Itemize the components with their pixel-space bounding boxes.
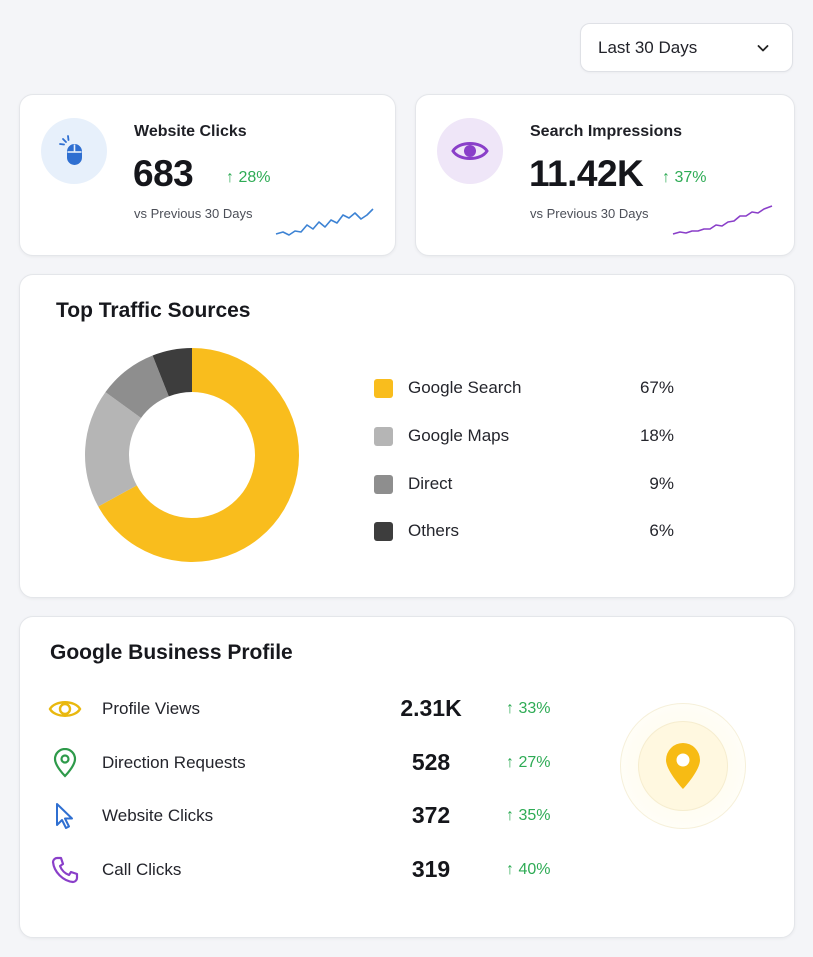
phone-icon [48,855,82,885]
metric-value: 2.31K [400,695,462,721]
metric-value: 319 [411,856,451,882]
eye-icon [437,118,503,184]
legend-swatch [374,474,393,494]
legend-label: Google Search [408,378,522,397]
legend-label: Google Maps [408,426,510,445]
legend-swatch [374,426,393,446]
profile-views-row: Profile Views 2.31K ↑ 33% [48,689,568,729]
legend-swatch [374,378,393,398]
kpi-label: Website Clicks [134,123,247,140]
business-profile-card: Google Business Profile Profile Views 2.… [19,616,795,938]
traffic-sources-card: Top Traffic Sources Google Search 67% Go… [19,274,795,598]
metric-label: Website Clicks [102,806,214,825]
kpi-change: ↑ 28% [226,169,271,186]
sparkline-search-impressions [672,205,773,235]
map-badge [620,703,746,829]
eye-icon [48,694,82,724]
direction-requests-row: Direction Requests 528 ↑ 27% [48,743,568,783]
traffic-donut-chart [85,348,300,562]
legend-item: Others 6% [374,518,674,544]
metric-change: ↑ 40% [506,861,551,878]
cursor-icon [48,801,82,831]
section-title: Google Business Profile [50,641,293,664]
kpi-value: 683 [133,153,194,194]
legend-swatch [374,521,393,541]
legend-percent: 9% [649,474,674,493]
kpi-comparison: vs Previous 30 Days [530,206,649,221]
website-clicks-row: Website Clicks 372 ↑ 35% [48,796,568,836]
kpi-comparison: vs Previous 30 Days [134,206,253,221]
legend-item: Direct 9% [374,471,674,497]
metric-label: Call Clicks [102,860,182,879]
donut-slice-direct [105,355,169,418]
legend-percent: 18% [639,426,674,445]
mouse-icon [41,118,107,184]
metric-label: Direction Requests [102,753,246,772]
legend-item: Google Search 67% [374,375,674,401]
date-range-value: Last 30 Days [598,37,698,57]
legend-label: Others [408,521,460,540]
donut-slice-others [152,348,192,397]
donut-slice-google-search [98,348,300,562]
metric-change: ↑ 33% [506,700,551,717]
kpi-label: Search Impressions [530,123,683,140]
legend-label: Direct [408,474,453,493]
kpi-value: 11.42K [529,153,644,194]
chevron-down-icon [757,44,769,51]
map-pin-icon [638,721,728,811]
metric-label: Profile Views [102,699,200,718]
legend-percent: 67% [639,378,674,397]
legend-percent: 6% [649,521,674,540]
donut-slice-google-maps [85,392,142,507]
metric-change: ↑ 27% [506,754,551,771]
kpi-card-website-clicks[interactable]: Website Clicks 683 ↑ 28% vs Previous 30 … [19,94,396,256]
metric-value: 528 [411,749,451,775]
call-clicks-row: Call Clicks 319 ↑ 40% [48,850,568,890]
kpi-change: ↑ 37% [662,169,707,186]
kpi-card-search-impressions[interactable]: Search Impressions 11.42K ↑ 37% vs Previ… [415,94,795,256]
metric-value: 372 [411,802,451,828]
legend-item: Google Maps 18% [374,423,674,449]
date-range-select[interactable]: Last 30 Days [580,23,793,72]
metric-change: ↑ 35% [506,807,551,824]
location-pin-icon [48,748,82,778]
section-title: Top Traffic Sources [56,299,251,322]
sparkline-website-clicks [275,208,374,236]
